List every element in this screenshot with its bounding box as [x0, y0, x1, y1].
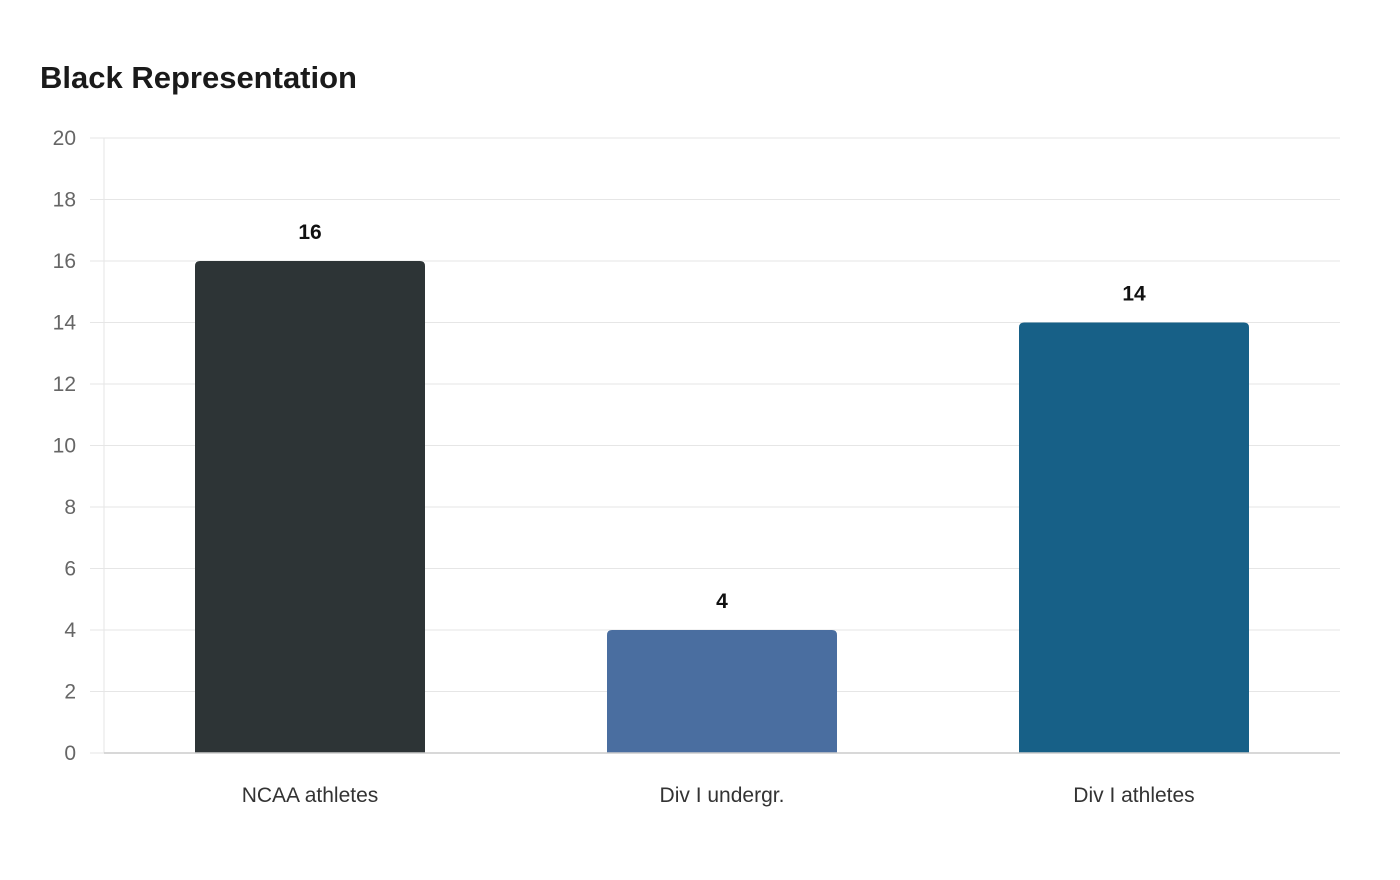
bar: [195, 261, 425, 753]
y-tick-label: 6: [64, 558, 76, 581]
y-tick-label: 18: [53, 189, 76, 212]
y-axis-ticks: 0 2 4 6 8 10 12 14 16 18 20: [53, 127, 77, 765]
x-axis-ticks: NCAA athletes Div I undergr. Div I athlete…: [242, 784, 1195, 807]
y-tick-label: 4: [64, 619, 76, 642]
axes: [103, 138, 1340, 754]
y-tick-label: 14: [53, 312, 77, 335]
data-label: 16: [298, 221, 321, 244]
y-tick-label: 8: [64, 496, 76, 519]
y-tick-label: 0: [64, 742, 76, 765]
y-tick-label: 20: [53, 127, 76, 150]
y-tick-label: 16: [53, 250, 76, 273]
x-tick-label: Div I athletes: [1073, 784, 1194, 807]
x-tick-label: NCAA athletes: [242, 784, 379, 807]
x-tick-label: Div I undergr.: [660, 784, 785, 807]
bar: [607, 630, 837, 753]
data-label: 14: [1122, 283, 1146, 306]
chart-title: Black Representation: [40, 60, 357, 95]
data-label: 4: [716, 590, 728, 613]
y-tick-label: 12: [53, 373, 76, 396]
y-tick-label: 2: [64, 681, 76, 704]
y-tick-label: 10: [53, 435, 76, 458]
data-labels: 16 4 14: [298, 221, 1146, 613]
bar: [1019, 322, 1249, 753]
bars: [195, 261, 1249, 753]
